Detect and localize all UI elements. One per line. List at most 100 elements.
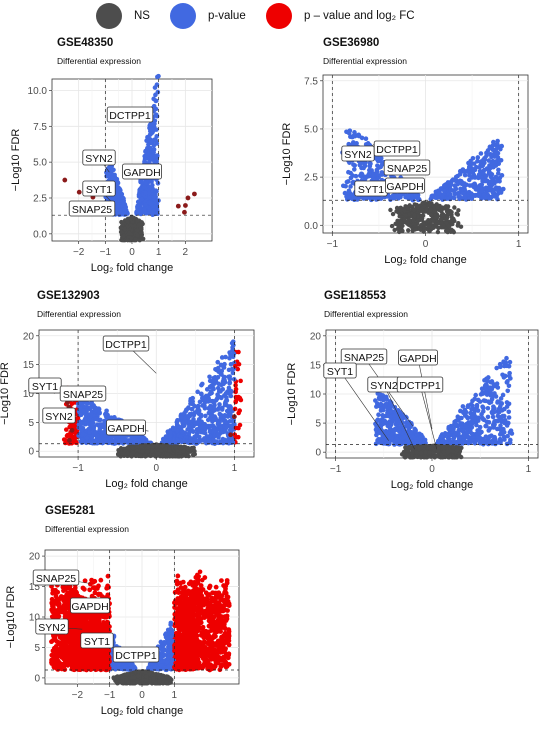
p-value-point [502, 418, 508, 423]
p-value-point [475, 155, 481, 160]
p-value-point [184, 407, 189, 413]
x-tick-label: −1 [327, 239, 339, 250]
p-value-point [493, 154, 499, 159]
p-value-point [183, 419, 189, 425]
p-value-point [340, 183, 346, 189]
p-value-point [495, 187, 500, 193]
gene-label-text: SYT1 [86, 184, 112, 196]
p-value-point [374, 172, 380, 178]
panel-subtitle: Differential expression [37, 309, 121, 319]
p-value-point [374, 418, 380, 424]
p-value-point [506, 383, 512, 389]
p-value-point [482, 383, 488, 388]
x-tick-label: −1 [100, 247, 112, 258]
p-value-point [186, 431, 192, 437]
ns-point [139, 444, 144, 450]
p-value-point [102, 430, 107, 435]
p-value-point [377, 430, 382, 436]
p-value-point [457, 434, 463, 440]
ns-point [167, 448, 172, 453]
p-value-point [146, 136, 152, 142]
ns-point [177, 454, 182, 459]
p-value-point [228, 388, 234, 394]
p-value-point [351, 162, 356, 167]
y-tick-label: 5.0 [304, 124, 318, 135]
significant-point [183, 203, 188, 208]
p-value-point [207, 433, 213, 439]
gene-label-text: SNAP25 [72, 204, 112, 216]
p-value-point [497, 404, 503, 409]
p-value-point [116, 439, 122, 445]
p-value-point [475, 397, 481, 403]
p-value-point [206, 396, 211, 401]
p-value-point [97, 423, 102, 429]
p-value-point [486, 440, 492, 445]
p-value-point [470, 169, 476, 175]
gene-label-snap25: SNAP25 [383, 159, 431, 176]
p-value-point [218, 362, 224, 368]
x-tick-label: 0 [423, 239, 429, 250]
gene-label-syt1: SYT1 [82, 180, 116, 203]
ns-point [407, 203, 412, 208]
p-value-point [152, 85, 158, 90]
p-value-point [377, 440, 383, 445]
ns-point [397, 219, 403, 225]
p-value-point [64, 433, 70, 439]
x-tick-label: 1 [156, 247, 162, 258]
p-value-point [123, 204, 128, 210]
ns-point [181, 448, 186, 454]
p-value-point [223, 424, 229, 430]
p-value-point [118, 208, 123, 214]
x-tick-label: 0 [129, 247, 135, 258]
ns-point [389, 223, 395, 229]
p-value-point [411, 434, 416, 440]
ns-point [390, 211, 396, 217]
y-tick-label: 5.0 [33, 158, 47, 169]
p-value-point [344, 179, 350, 185]
ns-point [137, 453, 143, 458]
p-value-point [61, 437, 67, 442]
gene-label-box [102, 335, 150, 352]
p-value-point [502, 406, 507, 412]
p-value-point [448, 426, 454, 432]
p-value-point [479, 182, 485, 187]
p-value-point [197, 419, 203, 425]
p-value-point [493, 418, 498, 424]
p-value-point [499, 173, 505, 178]
p-value-point [156, 73, 161, 79]
p-value-point [150, 182, 155, 188]
ns-point [411, 208, 417, 213]
p-value-point [392, 409, 397, 415]
gene-label-gapdh: GAPDH [122, 163, 162, 180]
gene-label-box [122, 163, 162, 180]
p-value-point [472, 396, 477, 402]
p-value-point [460, 428, 466, 433]
ns-point [433, 222, 439, 227]
ns-point [120, 221, 125, 227]
p-value-point [359, 160, 364, 165]
p-value-point [373, 156, 379, 161]
p-value-point [507, 370, 512, 376]
p-value-point [469, 431, 475, 437]
ns-point [126, 230, 132, 236]
ns-point [429, 212, 434, 218]
p-value-point [147, 207, 152, 212]
p-value-point [476, 172, 482, 177]
p-value-point [141, 184, 147, 190]
p-value-point [223, 391, 229, 396]
p-value-point [436, 194, 441, 200]
panel-subtitle: Differential expression [323, 56, 407, 66]
gene-label-box [373, 140, 421, 157]
legend-swatch-pvalue-fc [266, 3, 292, 29]
p-value-point [495, 145, 500, 150]
p-value-point [468, 191, 474, 196]
p-value-point [418, 434, 424, 440]
legend-item-pvalue-fc: p – value and log₂ FC [266, 3, 415, 29]
p-value-point [142, 159, 147, 164]
p-value-point [497, 426, 503, 432]
p-value-point [394, 436, 400, 442]
p-value-point [406, 419, 412, 425]
p-value-point [485, 378, 490, 384]
ns-point [122, 226, 127, 232]
p-value-point [498, 144, 504, 149]
